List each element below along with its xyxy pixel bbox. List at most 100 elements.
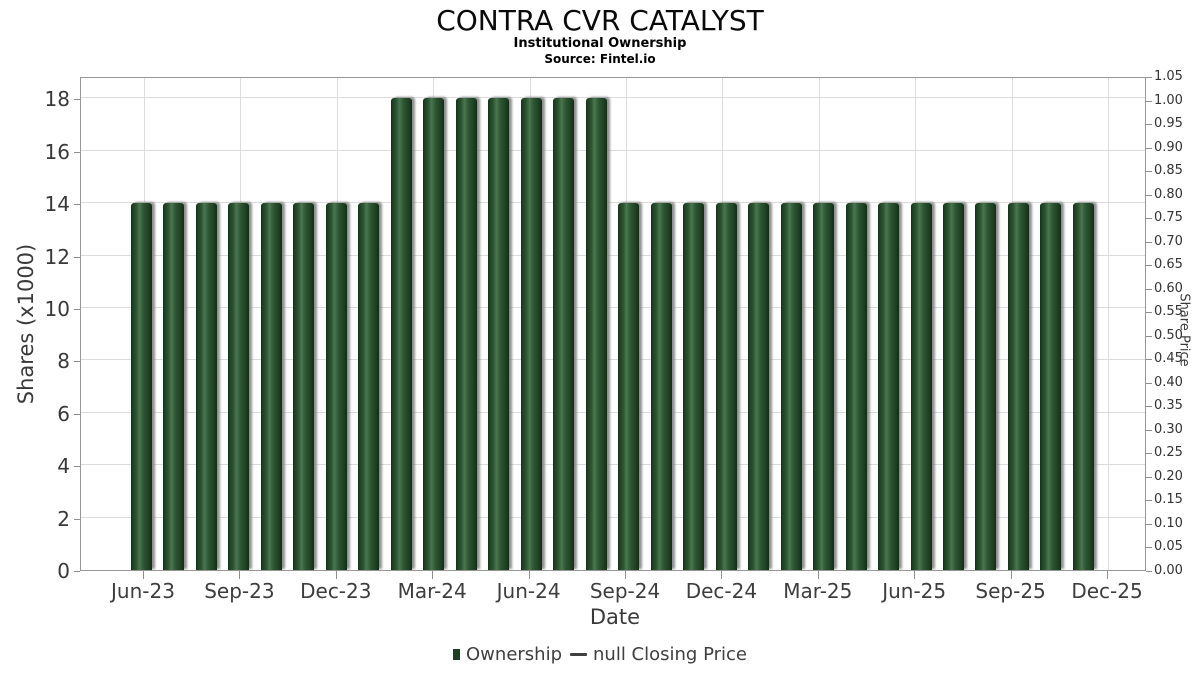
left-tick-mark bbox=[74, 256, 80, 258]
x-tick-mark bbox=[1010, 571, 1012, 579]
right-tick-mark bbox=[1146, 77, 1152, 78]
legend-square-marker-icon bbox=[453, 649, 461, 660]
ownership-bar[interactable] bbox=[293, 203, 315, 570]
right-tick-label: 0.95 bbox=[1154, 116, 1183, 132]
legend: Ownership null Closing Price bbox=[0, 644, 1200, 665]
ownership-bar[interactable] bbox=[131, 203, 152, 570]
gridline-horizontal bbox=[81, 149, 1145, 151]
left-tick-mark bbox=[74, 151, 80, 153]
chart-subtitle: Institutional Ownership bbox=[513, 36, 687, 51]
ownership-bar[interactable] bbox=[520, 98, 542, 570]
right-tick-mark bbox=[1146, 476, 1152, 478]
left-tick-label: 18 bbox=[44, 87, 70, 112]
x-tick-label: Sep-23 bbox=[204, 579, 275, 603]
ownership-bar[interactable] bbox=[325, 203, 347, 570]
right-tick-label: 0.75 bbox=[1154, 210, 1183, 226]
ownership-bar[interactable] bbox=[1040, 203, 1062, 570]
x-tick-label: Dec-23 bbox=[300, 579, 372, 603]
x-tick-label: Dec-25 bbox=[1071, 579, 1143, 603]
gridline-vertical bbox=[1108, 78, 1109, 570]
ownership-bar[interactable] bbox=[975, 203, 997, 570]
gridline-horizontal bbox=[81, 202, 1145, 204]
left-tick-label: 2 bbox=[57, 506, 70, 531]
right-tick-mark bbox=[1146, 241, 1152, 243]
right-tick-label: 0.60 bbox=[1154, 280, 1183, 296]
ownership-bar[interactable] bbox=[585, 98, 607, 570]
ownership-bar[interactable] bbox=[910, 203, 932, 570]
right-tick-mark bbox=[1146, 171, 1152, 173]
right-tick-mark bbox=[1146, 194, 1152, 196]
left-tick-mark bbox=[74, 204, 80, 206]
right-tick-mark bbox=[1146, 382, 1152, 384]
left-tick-label: 12 bbox=[44, 244, 70, 269]
x-axis-label: Date bbox=[589, 605, 641, 629]
right-tick-mark bbox=[1146, 124, 1152, 126]
x-tick-label: Sep-24 bbox=[589, 579, 661, 603]
gridline-horizontal bbox=[81, 306, 1145, 308]
ownership-bar[interactable] bbox=[228, 203, 250, 570]
legend-line-marker-icon bbox=[570, 653, 588, 656]
right-tick-mark bbox=[1146, 453, 1152, 455]
x-tick-label: Mar-24 bbox=[397, 579, 467, 603]
ownership-bar[interactable] bbox=[715, 203, 737, 570]
x-tick-mark bbox=[528, 571, 530, 579]
ownership-bar[interactable] bbox=[488, 98, 510, 570]
x-tick-label: Jun-23 bbox=[111, 579, 175, 603]
right-tick-mark bbox=[1146, 335, 1152, 337]
ownership-bar[interactable] bbox=[813, 203, 835, 570]
chart-source: Source: Fintel.io bbox=[544, 52, 656, 66]
ownership-bar[interactable] bbox=[618, 203, 640, 570]
ownership-bar[interactable] bbox=[683, 203, 705, 570]
right-tick-mark bbox=[1146, 406, 1152, 408]
gridline-horizontal bbox=[81, 411, 1145, 413]
right-tick-label: 0.45 bbox=[1154, 351, 1183, 367]
ownership-bar[interactable] bbox=[1072, 203, 1094, 570]
right-tick-mark bbox=[1146, 147, 1152, 149]
x-tick-label: Jun-25 bbox=[882, 579, 947, 603]
left-tick-mark bbox=[74, 466, 80, 468]
x-tick-mark bbox=[1107, 571, 1108, 579]
x-tick-label: Sep-25 bbox=[975, 579, 1046, 603]
right-tick-label: 0.90 bbox=[1154, 139, 1183, 155]
right-tick-label: 0.50 bbox=[1154, 327, 1183, 343]
x-tick-label: Mar-25 bbox=[783, 579, 853, 603]
right-tick-label: 0.85 bbox=[1154, 163, 1183, 179]
left-tick-label: 10 bbox=[44, 296, 70, 321]
x-tick-mark bbox=[721, 571, 723, 579]
ownership-bar[interactable] bbox=[1007, 203, 1029, 570]
left-tick-mark bbox=[74, 413, 80, 415]
left-tick-mark bbox=[74, 99, 80, 101]
right-tick-mark bbox=[1146, 500, 1152, 502]
ownership-bar[interactable] bbox=[748, 203, 770, 570]
ownership-bar[interactable] bbox=[195, 203, 217, 570]
gridline-horizontal bbox=[81, 359, 1145, 361]
ownership-bar[interactable] bbox=[943, 203, 964, 570]
right-tick-mark bbox=[1146, 547, 1152, 549]
x-tick-mark bbox=[239, 571, 241, 579]
ownership-bar[interactable] bbox=[878, 203, 900, 570]
x-tick-mark bbox=[817, 571, 819, 579]
right-tick-label: 0.20 bbox=[1154, 468, 1183, 484]
ownership-bar[interactable] bbox=[780, 203, 802, 570]
legend-item-label: null Closing Price bbox=[593, 644, 747, 665]
left-tick-mark bbox=[74, 571, 80, 572]
ownership-bar[interactable] bbox=[358, 203, 380, 570]
ownership-bar[interactable] bbox=[260, 203, 282, 570]
x-tick-mark bbox=[432, 571, 434, 579]
ownership-bar[interactable] bbox=[650, 203, 672, 570]
ownership-bar[interactable] bbox=[423, 98, 445, 570]
chart-title: CONTRA CVR CATALYST bbox=[436, 4, 764, 37]
ownership-bar[interactable] bbox=[163, 203, 185, 570]
ownership-bar[interactable] bbox=[553, 98, 575, 570]
ownership-bar[interactable] bbox=[455, 98, 477, 570]
ownership-bar[interactable] bbox=[845, 203, 867, 570]
right-tick-mark bbox=[1146, 359, 1152, 361]
right-tick-label: 0.40 bbox=[1154, 374, 1183, 390]
x-tick-mark bbox=[143, 571, 144, 579]
gridline-horizontal bbox=[81, 516, 1145, 518]
right-tick-label: 0.10 bbox=[1154, 515, 1183, 531]
right-tick-label: 0.80 bbox=[1154, 186, 1183, 202]
legend-item-null-closing-price[interactable]: null Closing Price bbox=[570, 644, 747, 665]
legend-item-ownership[interactable]: Ownership bbox=[453, 644, 562, 665]
ownership-bar[interactable] bbox=[390, 98, 412, 570]
